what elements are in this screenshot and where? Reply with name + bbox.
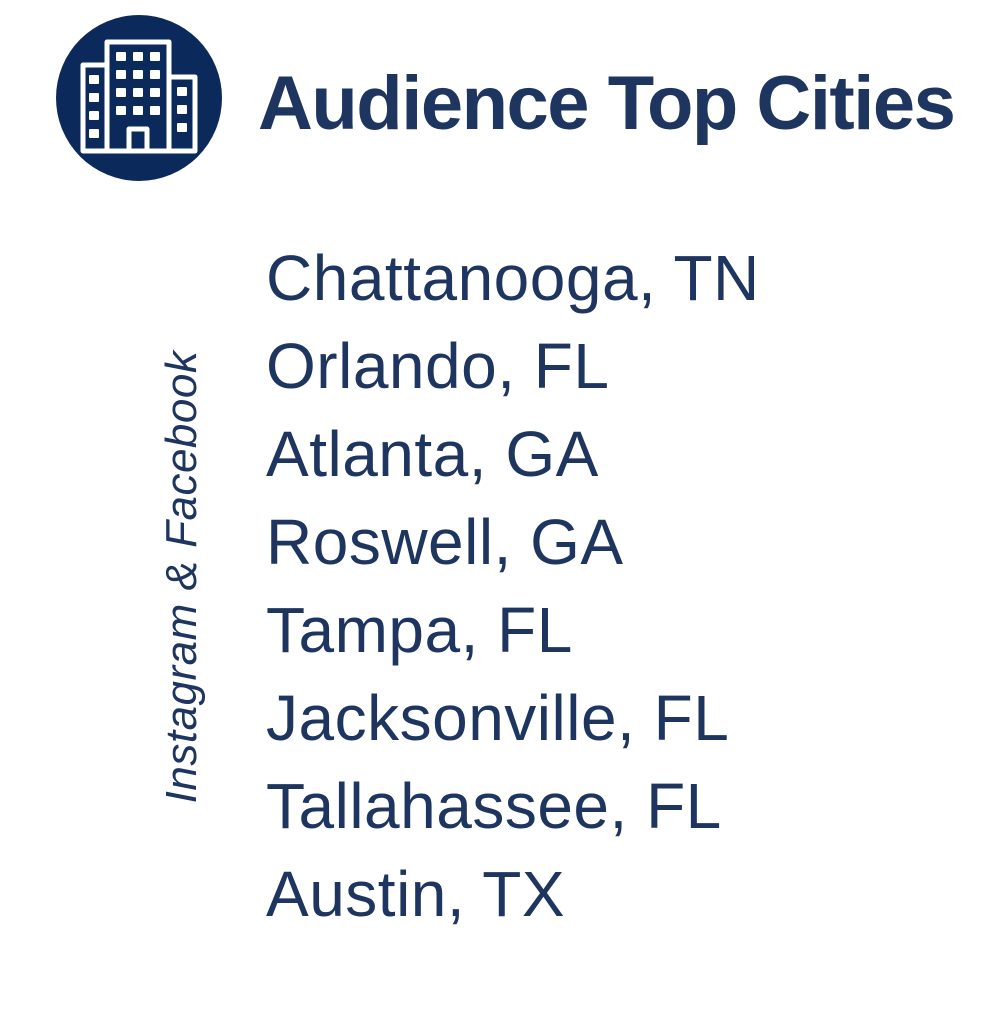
list-item: Tampa, FL [266,594,573,666]
city-list: Chattanooga, TN Orlando, FL Atlanta, GA … [266,234,760,938]
list-item: Roswell, GA [266,506,624,578]
platform-label: Instagram & Facebook [157,350,206,804]
list-item: Chattanooga, TN [266,242,760,314]
list-item: Jacksonville, FL [266,682,730,754]
page-title: Audience Top Cities [258,61,956,146]
list-item: Austin, TX [266,858,566,930]
list-item: Orlando, FL [266,330,610,402]
list-item: Atlanta, GA [266,418,599,490]
building-icon [56,15,222,181]
list-item: Tallahassee, FL [266,770,722,842]
